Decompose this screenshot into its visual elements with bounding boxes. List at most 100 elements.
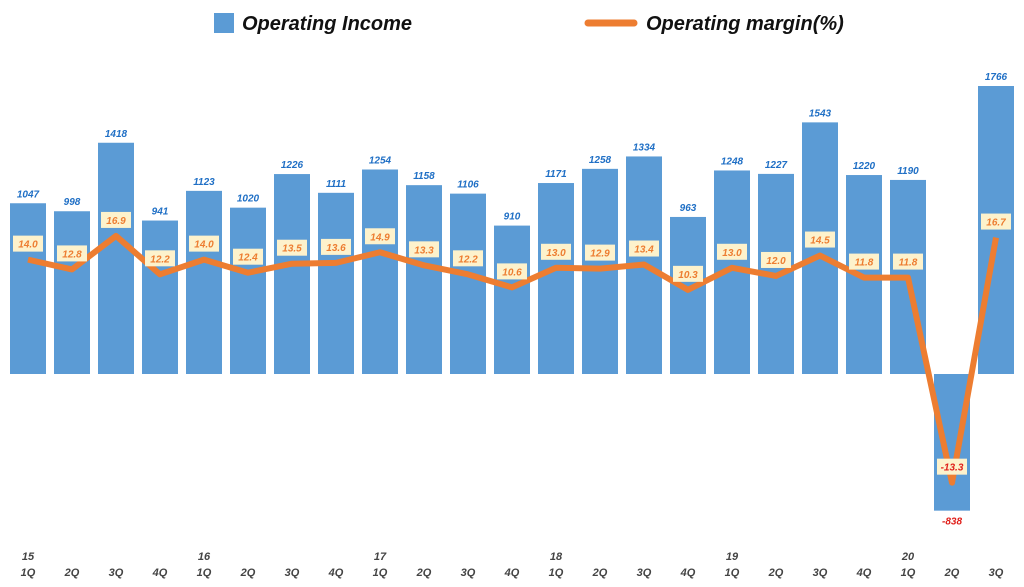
margin-value-label: 16.7 (986, 218, 1006, 229)
margin-value-label: -13.3 (941, 463, 964, 474)
margin-value-label: 12.0 (766, 256, 786, 267)
margin-label-box (321, 238, 351, 255)
margin-value-label: 14.0 (194, 240, 214, 251)
margin-label-box (189, 235, 219, 252)
margin-label-box (761, 251, 791, 268)
margin-label-box (453, 250, 483, 267)
bar (538, 183, 574, 374)
bar (362, 169, 398, 374)
margin-value-label: 12.2 (458, 254, 478, 265)
quarter-tick-label: 4Q (328, 567, 344, 579)
margin-value-label: 11.8 (899, 258, 918, 269)
margin-value-label: 13.3 (414, 245, 434, 256)
margin-value-label: 12.4 (238, 253, 258, 264)
bar (10, 203, 46, 374)
bar (802, 122, 838, 374)
margin-label-box (937, 458, 967, 475)
bar (978, 86, 1014, 374)
bar (450, 193, 486, 374)
bar-value-label: 1111 (326, 179, 346, 190)
bar (406, 185, 442, 374)
legend-label-operating-margin: Operating margin(%) (646, 13, 844, 35)
quarter-tick-label: 1Q (197, 567, 212, 579)
bar-value-label: 1258 (589, 155, 612, 166)
bar (98, 142, 134, 374)
quarter-tick-label: 1Q (725, 567, 740, 579)
margin-label-box (717, 243, 747, 260)
margin-label-box (673, 265, 703, 282)
margin-value-label: 13.0 (722, 248, 742, 259)
quarter-tick-label: 2Q (240, 567, 256, 579)
quarter-tick-label: 2Q (416, 567, 432, 579)
quarter-tick-label: 3Q (461, 567, 476, 579)
bar-value-label: 1171 (545, 169, 567, 180)
margin-value-label: 10.6 (502, 267, 522, 278)
margin-value-label: 14.9 (370, 232, 390, 243)
margin-value-label: 14.0 (18, 240, 38, 251)
quarter-tick-label: 3Q (813, 567, 828, 579)
margin-value-label: 13.4 (634, 245, 654, 256)
bar (186, 190, 222, 374)
margin-value-label: 12.8 (62, 249, 82, 260)
margin-value-label: 16.9 (106, 216, 126, 227)
bar (230, 207, 266, 374)
margin-label-box (101, 211, 131, 228)
bar-value-label: 1226 (281, 160, 304, 171)
margin-label-box (893, 253, 923, 270)
quarter-tick-label: 2Q (944, 567, 960, 579)
bar-value-label: 1543 (809, 108, 832, 119)
quarter-tick-label: 4Q (680, 567, 696, 579)
bar-value-label: 1254 (369, 155, 392, 166)
margin-value-label: 13.0 (546, 248, 566, 259)
bar-value-label: 998 (64, 197, 81, 208)
quarter-tick-label: 3Q (109, 567, 124, 579)
margin-label-box (629, 240, 659, 257)
bar-value-label: 1248 (721, 156, 744, 167)
margin-label-box (13, 235, 43, 252)
margin-value-label: 12.2 (150, 254, 170, 265)
quarter-tick-label: 2Q (592, 567, 608, 579)
quarter-tick-label: 3Q (285, 567, 300, 579)
quarter-tick-label: 4Q (504, 567, 520, 579)
margin-label-box (145, 250, 175, 267)
margin-label-box (585, 244, 615, 261)
quarter-tick-label: 3Q (989, 567, 1004, 579)
bar-value-label: 1020 (237, 194, 260, 205)
quarter-tick-label: 4Q (856, 567, 872, 579)
bar (934, 374, 970, 511)
bar (670, 216, 706, 374)
legend-label-operating-income: Operating Income (242, 13, 412, 35)
legend-swatch-operating-income (214, 13, 234, 33)
bar-value-label: 1190 (897, 166, 919, 177)
bar (318, 192, 354, 374)
bar (142, 220, 178, 374)
bar-value-label: 1158 (413, 171, 435, 182)
quarter-tick-label: 2Q (768, 567, 784, 579)
bar-value-label: 1766 (985, 72, 1008, 83)
margin-label-box (277, 239, 307, 256)
legend: Operating Income Operating margin(%) (214, 13, 844, 35)
margin-value-label: 11.8 (855, 258, 874, 269)
bar-value-label: 1418 (105, 129, 128, 140)
bar (494, 225, 530, 374)
margin-label-box (233, 248, 263, 265)
bar (274, 174, 310, 374)
bar-value-label: 1047 (17, 189, 40, 200)
quarter-tick-label: 1Q (21, 567, 36, 579)
margin-label-box (849, 253, 879, 270)
margin-value-label: 13.5 (282, 244, 302, 255)
margin-label-box (409, 241, 439, 258)
year-tick-label: 16 (198, 551, 211, 563)
bar (54, 211, 90, 374)
margin-value-label: 10.3 (678, 270, 698, 281)
quarter-tick-label: 1Q (373, 567, 388, 579)
quarter-tick-label: 3Q (637, 567, 652, 579)
margin-label-box (497, 263, 527, 280)
year-tick-label: 19 (726, 551, 739, 563)
year-tick-label: 18 (550, 551, 563, 563)
margin-label-box (57, 245, 87, 262)
bar-value-label: 1123 (193, 177, 215, 188)
margin-value-label: 12.9 (590, 249, 610, 260)
quarter-tick-label: 1Q (549, 567, 564, 579)
